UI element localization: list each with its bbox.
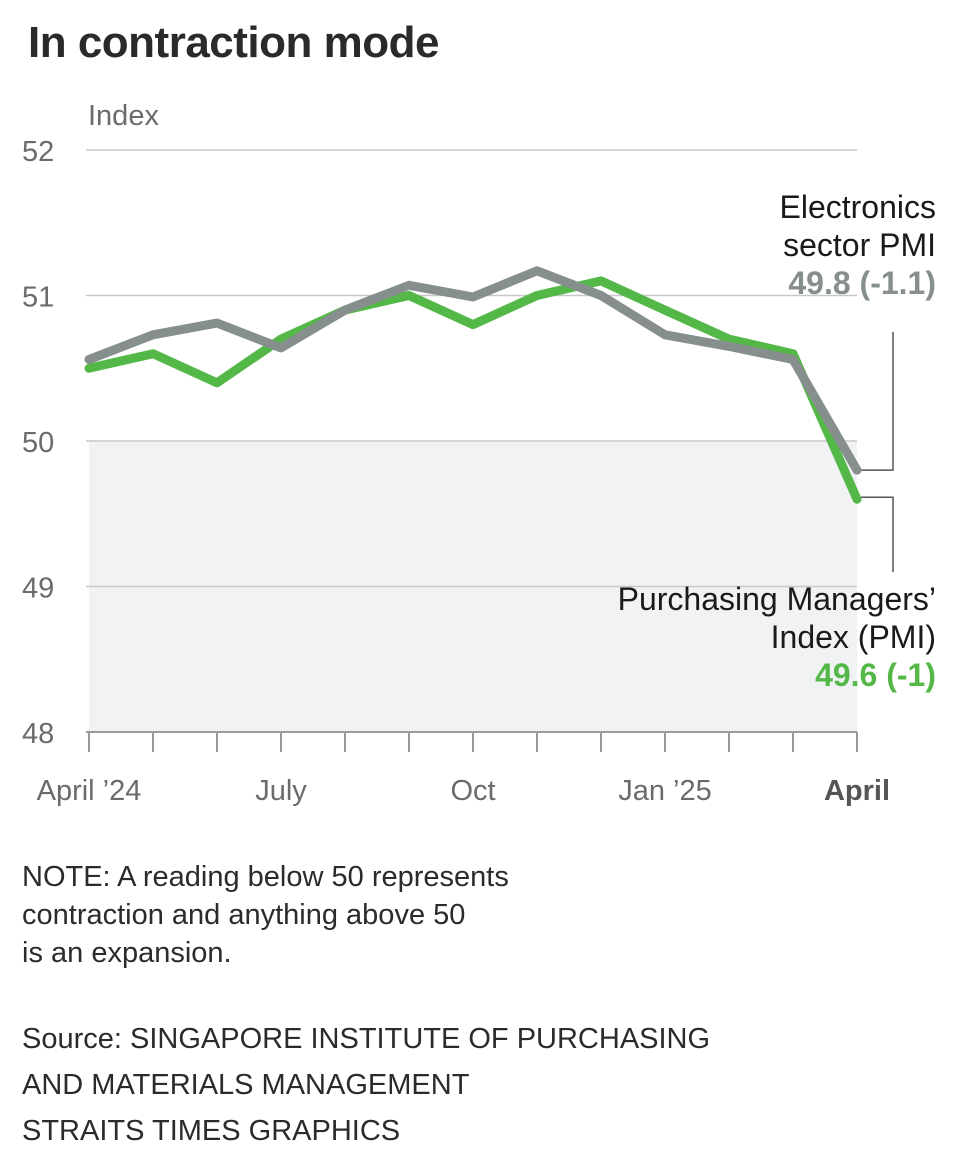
electronics-leader-line — [861, 332, 894, 471]
y-tick-label: 52 — [22, 136, 54, 168]
note-line: is an expansion. — [22, 937, 232, 969]
y-tick-label: 49 — [22, 573, 54, 605]
electronics-label-line1: Electronics — [779, 189, 937, 225]
x-tick-label: July — [255, 775, 307, 807]
note-line: contraction and anything above 50 — [22, 899, 466, 931]
electronics-label-line2: sector PMI — [783, 227, 936, 263]
pmi-annotation: Purchasing Managers’ Index (PMI) 49.6 (-… — [618, 580, 936, 694]
y-axis-label: Index — [88, 100, 159, 132]
pmi-leader-line — [861, 496, 894, 572]
source-line: STRAITS TIMES GRAPHICS — [22, 1115, 401, 1147]
x-tick-label: April — [824, 775, 890, 807]
note: NOTE: A reading below 50 represents cont… — [22, 858, 509, 972]
y-tick-label: 48 — [22, 718, 54, 750]
y-tick-label: 50 — [22, 427, 54, 459]
electronics-series-line — [84, 266, 862, 475]
chart-title: In contraction mode — [28, 18, 439, 67]
pmi-label-line1: Purchasing Managers’ — [617, 581, 936, 617]
pmi-value: 49.6 (-1) — [815, 657, 936, 693]
source: Source: SINGAPORE INSTITUTE OF PURCHASIN… — [22, 1016, 710, 1154]
electronics-annotation: Electronics sector PMI 49.8 (-1.1) — [780, 188, 937, 302]
x-tick-label: April ’24 — [37, 775, 142, 807]
pmi-series-line — [84, 276, 862, 504]
x-tick-label: Oct — [450, 775, 495, 807]
note-line: NOTE: A reading below 50 represents — [22, 861, 509, 893]
pmi-label-line2: Index (PMI) — [770, 619, 936, 655]
y-tick-label: 51 — [22, 282, 54, 314]
electronics-value: 49.8 (-1.1) — [788, 265, 936, 301]
source-line: AND MATERIALS MANAGEMENT — [22, 1069, 470, 1101]
x-tick-label: Jan ’25 — [618, 775, 712, 807]
source-line: Source: SINGAPORE INSTITUTE OF PURCHASIN… — [22, 1023, 711, 1055]
